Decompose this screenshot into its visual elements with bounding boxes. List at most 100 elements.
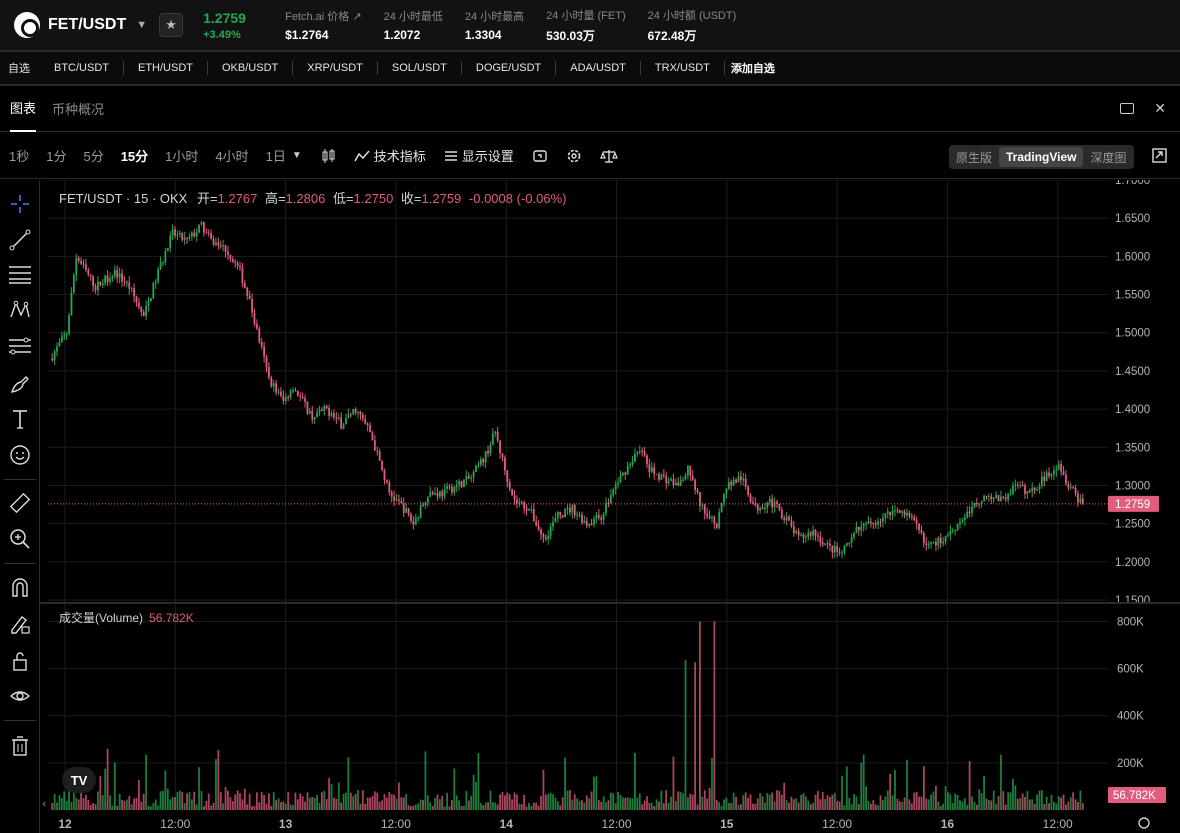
- volume-bar: [1052, 801, 1055, 810]
- replay-button[interactable]: [532, 148, 548, 164]
- tab-overview[interactable]: 币种概况: [52, 102, 105, 117]
- text-icon[interactable]: [8, 407, 32, 431]
- interval-15m[interactable]: 15分: [120, 149, 149, 164]
- view-depth[interactable]: 深度图: [1090, 150, 1127, 165]
- view-tradingview[interactable]: TradingView: [999, 147, 1084, 167]
- volume-bar: [927, 799, 930, 810]
- favorite-pair[interactable]: XRP/USDT: [293, 61, 378, 75]
- interval-1m[interactable]: 1分: [46, 149, 67, 164]
- candle-body: [72, 275, 75, 293]
- volume-bar: [265, 803, 268, 810]
- candle-body: [686, 465, 689, 476]
- candle-body: [585, 520, 588, 526]
- favorite-pair[interactable]: ETH/USDT: [124, 61, 208, 75]
- favorite-pair[interactable]: BTC/USDT: [40, 61, 124, 75]
- price-chart[interactable]: 1.7000 1.6500 1.6000 1.5500 1.5000 1.4500 1.40…: [40, 180, 1180, 833]
- candle-body: [756, 504, 759, 511]
- lock-icon[interactable]: [8, 649, 32, 673]
- interval-5m[interactable]: 5分: [83, 149, 104, 164]
- chevron-down-icon[interactable]: ▼: [291, 150, 302, 161]
- fib-icon[interactable]: [8, 334, 32, 358]
- window-icon[interactable]: [1120, 103, 1135, 114]
- candle-body: [566, 507, 569, 510]
- candle-body: [569, 507, 571, 513]
- candle-body: [306, 401, 309, 414]
- candle-body: [903, 511, 906, 516]
- candle-body: [552, 521, 554, 527]
- candle-body: [251, 299, 253, 313]
- axis-settings-gear-icon[interactable]: [1138, 817, 1150, 829]
- volume-bar: [925, 798, 928, 810]
- interval-4h[interactable]: 4小时: [215, 149, 249, 164]
- zoom-in-icon[interactable]: [8, 527, 32, 551]
- crosshair-icon[interactable]: [8, 192, 32, 216]
- candle-body: [275, 383, 278, 393]
- volume-bar: [997, 795, 1000, 810]
- interval-1d[interactable]: 1日: [265, 149, 286, 164]
- close-icon[interactable]: ✕: [1154, 100, 1166, 116]
- indicators-button[interactable]: 技术指标: [354, 146, 426, 165]
- horizontal-lines-icon[interactable]: [8, 262, 32, 286]
- brush-icon[interactable]: [8, 372, 32, 396]
- favorite-pair[interactable]: SOL/USDT: [378, 61, 462, 75]
- volume-bar: [544, 794, 547, 810]
- candle-body: [595, 514, 598, 519]
- favorite-pair[interactable]: DOGE/USDT: [462, 61, 557, 75]
- interval-1s[interactable]: 1秒: [9, 149, 30, 164]
- emoji-icon[interactable]: [8, 443, 32, 467]
- legend-open: 1.2767: [217, 191, 258, 206]
- favorite-pair[interactable]: ADA/USDT: [556, 61, 641, 75]
- magnet-icon[interactable]: [8, 576, 32, 600]
- volume-bar: [1026, 791, 1029, 810]
- compare-button[interactable]: [599, 148, 618, 164]
- volume-bar: [438, 799, 441, 810]
- candle-type-button[interactable]: [320, 148, 336, 164]
- add-favorite-button[interactable]: 添加自选: [730, 63, 775, 75]
- volume-bar: [501, 792, 504, 810]
- volume-bar: [581, 800, 583, 810]
- volume-bar: [653, 806, 656, 810]
- pair-title[interactable]: FET/USDT: [48, 16, 127, 33]
- candle-body: [270, 377, 273, 387]
- chart-area[interactable]: 1.7000 1.6500 1.6000 1.5500 1.5000 1.4500 1.40…: [40, 180, 1180, 833]
- candle-body: [723, 494, 725, 504]
- display-settings-button[interactable]: 显示设置: [444, 146, 514, 165]
- volume-bar: [212, 802, 215, 810]
- candle-body: [670, 479, 672, 481]
- volume-bar: [701, 796, 704, 810]
- favorites-label[interactable]: 自选: [8, 63, 30, 75]
- candle-body: [280, 391, 282, 396]
- candle-body: [1004, 497, 1007, 500]
- ruler-icon[interactable]: [8, 491, 32, 515]
- price-tick-label: 1.2500: [1115, 519, 1150, 531]
- tab-chart[interactable]: 图表: [10, 86, 37, 132]
- volume-bar: [135, 797, 138, 810]
- eye-icon[interactable]: [8, 684, 32, 708]
- candle-body: [879, 521, 882, 523]
- stat-index-price[interactable]: Fetch.ai 价格 ↗ $1.2764: [285, 8, 361, 42]
- pattern-icon[interactable]: [8, 298, 32, 322]
- fullscreen-icon[interactable]: [1152, 148, 1167, 163]
- settings-button[interactable]: [566, 148, 582, 164]
- favorite-pair[interactable]: OKB/USDT: [208, 61, 294, 75]
- candle-body: [518, 501, 521, 504]
- candle-body: [523, 502, 526, 509]
- volume-bar: [624, 797, 627, 810]
- lock-pencil-icon[interactable]: [8, 612, 32, 636]
- trash-icon[interactable]: [8, 734, 32, 758]
- candle-body: [831, 545, 834, 553]
- candle-body: [609, 495, 612, 504]
- scroll-left-icon[interactable]: ‹: [42, 797, 46, 810]
- volume-bar: [376, 792, 379, 810]
- volume-value: 56.782K: [149, 611, 194, 625]
- candle-body: [1033, 487, 1036, 491]
- view-native[interactable]: 原生版: [956, 150, 993, 165]
- trend-line-icon[interactable]: [8, 228, 32, 252]
- favorite-pair[interactable]: TRX/USDT: [641, 61, 725, 75]
- candle-body: [243, 283, 246, 288]
- interval-1h[interactable]: 1小时: [165, 149, 199, 164]
- chevron-down-icon[interactable]: ▼: [136, 19, 148, 31]
- volume-bar: [1062, 794, 1065, 810]
- volume-bar: [1028, 799, 1031, 810]
- favorite-star-button[interactable]: ★: [159, 13, 184, 37]
